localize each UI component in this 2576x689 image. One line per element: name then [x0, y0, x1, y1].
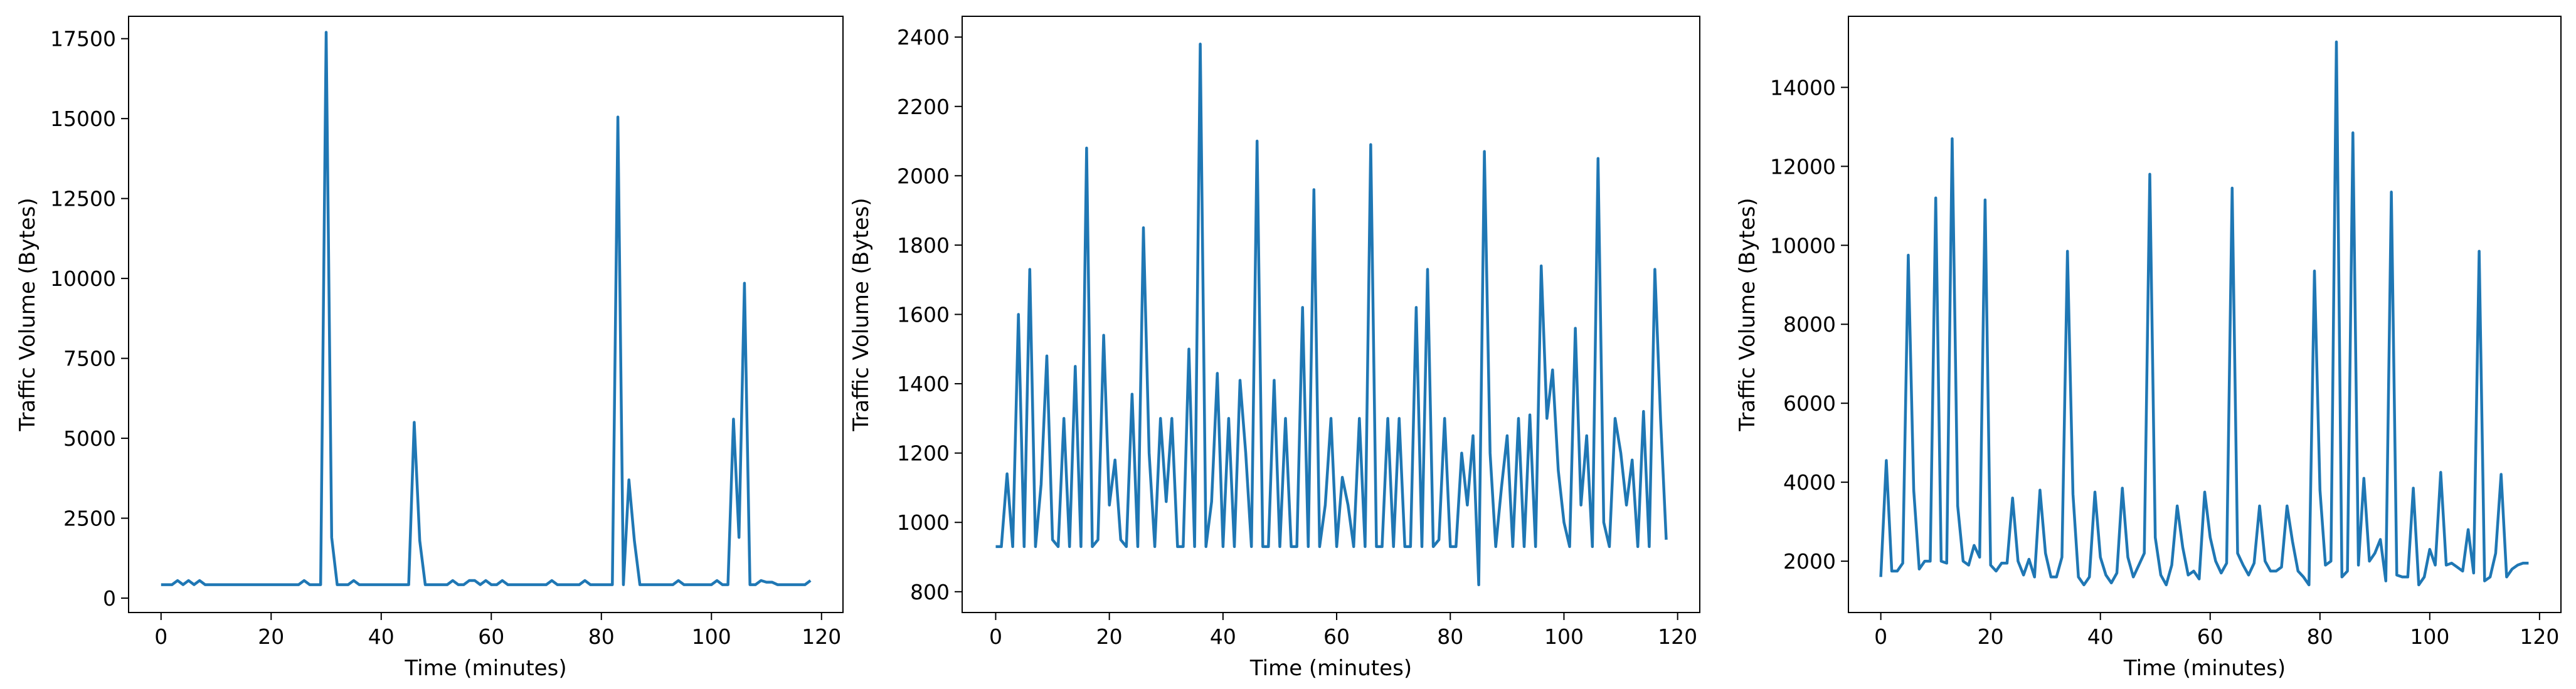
- y-tick-label: 1200: [897, 441, 950, 466]
- y-tick-label: 1000: [897, 510, 950, 535]
- x-tick-label: 100: [2410, 624, 2449, 649]
- y-axis-label: Traffic Volume (Bytes): [1735, 197, 1760, 431]
- x-tick-label: 40: [1210, 624, 1236, 649]
- x-tick-label: 120: [2520, 624, 2559, 649]
- y-tick-label: 2400: [897, 25, 950, 50]
- y-tick-label: 15000: [50, 107, 116, 131]
- x-tick-label: 0: [1874, 624, 1887, 649]
- x-tick-label: 40: [368, 624, 395, 649]
- y-tick-label: 10000: [1770, 233, 1836, 258]
- x-tick-label: 80: [2307, 624, 2333, 649]
- y-tick-label: 5000: [63, 426, 116, 451]
- series-line: [995, 42, 1668, 587]
- y-tick-label: 7500: [63, 347, 116, 371]
- y-tick-label: 2200: [897, 95, 950, 119]
- x-tick-label: 100: [692, 624, 731, 649]
- y-axis-label: Traffic Volume (Bytes): [15, 197, 40, 431]
- y-tick-label: 8000: [1783, 312, 1836, 337]
- x-tick-label: 60: [1323, 624, 1350, 649]
- series-line: [1879, 40, 2529, 587]
- axes-frame: [1848, 16, 2562, 613]
- y-tick-label: 1400: [897, 372, 950, 396]
- y-tick-label: 800: [910, 580, 950, 604]
- x-tick-label: 100: [1544, 624, 1584, 649]
- x-tick-label: 20: [258, 624, 284, 649]
- x-tick-label: 0: [154, 624, 167, 649]
- y-tick-label: 17500: [50, 27, 116, 51]
- x-tick-label: 120: [802, 624, 841, 649]
- x-tick-label: 80: [1437, 624, 1463, 649]
- x-tick-label: 60: [478, 624, 504, 649]
- axes-frame: [128, 16, 844, 613]
- x-tick-label: 60: [2197, 624, 2224, 649]
- x-axis-label: Time (minutes): [1249, 656, 1412, 681]
- x-tick-label: 0: [989, 624, 1002, 649]
- y-tick-label: 1600: [897, 303, 950, 327]
- x-tick-label: 120: [1658, 624, 1697, 649]
- x-tick-label: 20: [1096, 624, 1123, 649]
- y-tick-label: 14000: [1770, 75, 1836, 100]
- x-tick-label: 20: [1978, 624, 2004, 649]
- y-tick-label: 10000: [50, 266, 116, 291]
- y-tick-label: 2500: [63, 507, 116, 531]
- y-tick-label: 2000: [1783, 549, 1836, 574]
- x-axis-label: Time (minutes): [404, 656, 566, 681]
- y-tick-label: 4000: [1783, 470, 1836, 495]
- chart-panel-1: 0 20 40 60 80 100 120 0 2500 5000 7500 10000 12500 15…: [15, 16, 844, 681]
- y-tick-label: 0: [103, 586, 116, 611]
- y-tick-label: 12500: [50, 187, 116, 211]
- x-tick-label: 80: [588, 624, 615, 649]
- y-tick-label: 12000: [1770, 154, 1836, 179]
- y-tick-label: 2000: [897, 164, 950, 188]
- y-tick-label: 6000: [1783, 391, 1836, 416]
- chart-panel-3: 0 20 40 60 80 100 120 2000 4000 6000 8000 10000 1200…: [1735, 16, 2562, 681]
- y-axis-label: Traffic Volume (Bytes): [849, 197, 874, 431]
- series-line: [161, 31, 812, 586]
- y-tick-label: 1800: [897, 233, 950, 258]
- axes-frame: [962, 16, 1700, 613]
- x-axis-label: Time (minutes): [2123, 656, 2286, 681]
- x-tick-label: 40: [2087, 624, 2114, 649]
- chart-panel-2: 0 20 40 60 80 100 120 800 1000 1200 1400 1600 1800 20…: [849, 16, 1700, 681]
